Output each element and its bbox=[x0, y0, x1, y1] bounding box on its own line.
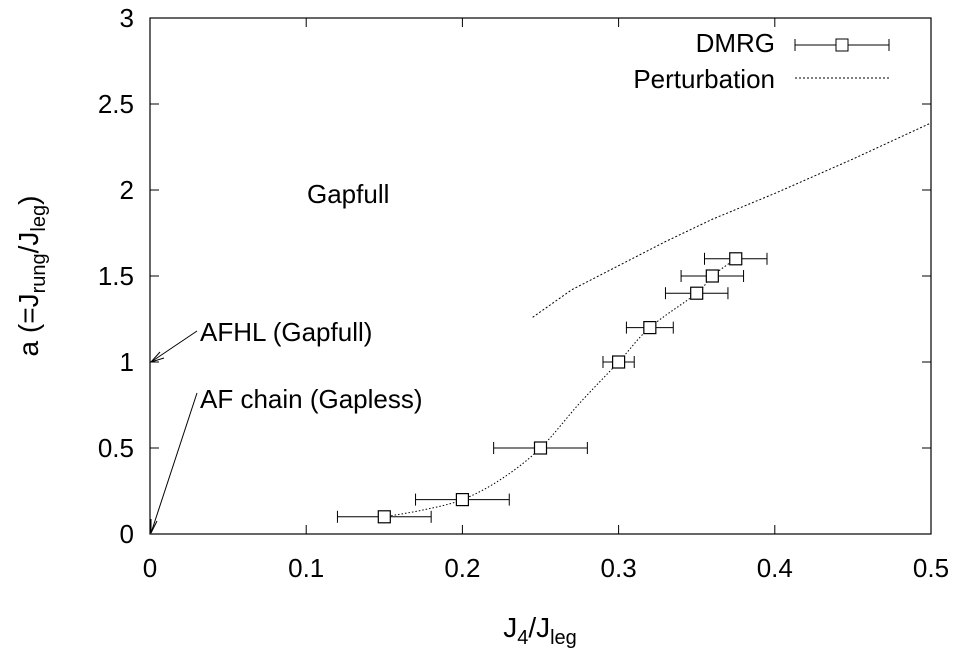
y-axis-ticks: 0 0.5 1 1.5 2 2.5 3 bbox=[98, 3, 931, 549]
y-tick-label: 1.5 bbox=[98, 261, 134, 291]
x-tick-label: 0 bbox=[143, 553, 157, 583]
y-axis-label: a (=Jrung/Jleg) bbox=[13, 196, 50, 357]
y-tick-label: 0 bbox=[120, 519, 134, 549]
dmrg-marker bbox=[705, 269, 719, 283]
dmrg-point bbox=[336, 510, 432, 524]
y-tick-label: 3 bbox=[120, 3, 134, 33]
dmrg-point bbox=[415, 493, 510, 507]
dmrg-marker bbox=[533, 441, 548, 455]
legend: DMRG Perturbation bbox=[633, 28, 890, 94]
x-tick-label: 0.3 bbox=[601, 553, 637, 583]
dmrg-point bbox=[602, 355, 635, 369]
dmrg-marker bbox=[455, 493, 469, 507]
y-tick-label: 2 bbox=[120, 175, 134, 205]
legend-label-dmrg: DMRG bbox=[696, 28, 775, 58]
perturbation-line bbox=[532, 122, 932, 318]
dmrg-point bbox=[664, 286, 729, 300]
dmrg-marker bbox=[690, 286, 704, 300]
annotation-af-chain-arrow bbox=[150, 392, 198, 534]
x-tick-label: 0.2 bbox=[444, 553, 480, 583]
x-tick-label: 0.1 bbox=[288, 553, 324, 583]
annotation-afhl: AFHL (Gapfull) bbox=[200, 317, 372, 347]
y-tick-label: 2.5 bbox=[98, 89, 134, 119]
annotation-gapfull: Gapfull bbox=[307, 179, 389, 209]
legend-symbol-dmrg bbox=[794, 38, 890, 52]
legend-label-perturbation: Perturbation bbox=[633, 64, 775, 94]
plot-frame bbox=[149, 17, 932, 535]
x-axis-label: J4/Jleg bbox=[503, 612, 577, 649]
y-tick-label: 1 bbox=[120, 347, 134, 377]
dmrg-marker bbox=[611, 355, 626, 369]
x-tick-label: 0.4 bbox=[757, 553, 793, 583]
dmrg-marker bbox=[643, 321, 657, 335]
annotation-af-chain: AF chain (Gapless) bbox=[200, 384, 423, 414]
dmrg-marker bbox=[729, 252, 743, 266]
annotations: Gapfull AFHL (Gapfull) AF chain (Gapless… bbox=[149, 179, 423, 534]
y-tick-label: 0.5 bbox=[98, 433, 134, 463]
series-layer bbox=[336, 122, 932, 524]
dmrg-marker bbox=[377, 510, 391, 524]
annotation-afhl-arrow bbox=[149, 330, 198, 364]
x-axis-ticks: 0 0.1 0.2 0.3 0.4 0.5 bbox=[143, 18, 949, 583]
dmrg-point bbox=[493, 441, 588, 455]
x-tick-label: 0.5 bbox=[913, 553, 949, 583]
dmrg-point bbox=[625, 321, 674, 335]
dmrg-point bbox=[680, 269, 745, 283]
dmrg-point bbox=[704, 252, 768, 266]
